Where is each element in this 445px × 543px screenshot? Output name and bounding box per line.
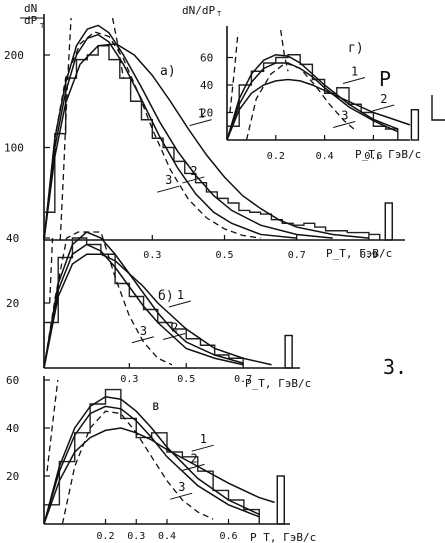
curve-label-leader bbox=[170, 492, 193, 500]
curve-label-leader bbox=[182, 463, 205, 471]
x-tick-label: 0.3 bbox=[143, 250, 161, 261]
curve-3 bbox=[43, 33, 297, 241]
panel-label: г) bbox=[348, 41, 364, 56]
x-tick-label: 0.5 bbox=[177, 374, 195, 385]
x-axis-label: P_T, ГэВ/с bbox=[355, 148, 421, 161]
curve-label: 3 bbox=[341, 109, 348, 123]
curve-1 bbox=[43, 253, 272, 369]
curve-2 bbox=[43, 24, 333, 241]
dashed-curve bbox=[280, 29, 289, 72]
curve-2 bbox=[226, 53, 399, 141]
dashed-curve bbox=[111, 17, 125, 79]
y-axis-label: T bbox=[217, 10, 222, 18]
curve-3 bbox=[226, 62, 399, 141]
y-tick-label: 20 bbox=[6, 297, 19, 310]
x-tick-label: 0.7 bbox=[288, 250, 306, 261]
y-tick-label: 40 bbox=[200, 79, 213, 92]
dashed-curve bbox=[43, 231, 173, 369]
overflow-bar bbox=[276, 475, 285, 525]
panel-label: a) bbox=[160, 64, 176, 79]
y-axis-label: dP bbox=[24, 14, 38, 27]
chart-panel-2: 20 40 60 0.2 0.4 0.6 1 2 3 г) dN/dP T P_T, ГэВ/с bbox=[182, 4, 421, 162]
histogram bbox=[226, 54, 399, 140]
dashed-curve bbox=[229, 32, 239, 113]
y-tick-label: 20 bbox=[6, 470, 19, 483]
y-axis-label: T bbox=[40, 22, 45, 30]
y-tick-label: 200 bbox=[4, 49, 24, 62]
page-mark-p: P bbox=[379, 67, 391, 91]
overflow-bar bbox=[284, 334, 293, 369]
curve-label-leader bbox=[372, 104, 395, 112]
y-tick-label: 60 bbox=[200, 52, 213, 65]
page-mark-3: 3. bbox=[383, 355, 407, 379]
curve-label-leader bbox=[333, 121, 356, 128]
x-tick-label: 0.3 bbox=[127, 531, 145, 542]
x-tick-label: 0.9 bbox=[360, 250, 378, 261]
x-tick-label: 0.4 bbox=[158, 531, 176, 542]
curve-label-leader bbox=[168, 300, 191, 308]
curve-label: 1 bbox=[351, 65, 358, 79]
x-axis-label: P_T, ГэВ/с bbox=[245, 377, 311, 390]
curve-label: 2 bbox=[191, 451, 198, 465]
y-tick-label: 100 bbox=[4, 142, 24, 155]
curve-1 bbox=[226, 78, 411, 141]
curve-label: 1 bbox=[200, 432, 207, 446]
chart-panel-4: 20 40 60 0.2 0.3 0.4 0.6 12 3 в P_T, ГэВ/с bbox=[6, 374, 316, 543]
curve-label: 1 bbox=[198, 107, 205, 121]
y-axis-label: dN/dP bbox=[182, 4, 215, 17]
x-tick-label: 0.6 bbox=[364, 151, 382, 162]
x-tick-label: 0.6 bbox=[220, 531, 238, 542]
curve-label: 3 bbox=[178, 480, 185, 494]
right-edge-mark bbox=[431, 95, 445, 121]
y-tick-label: 20 bbox=[200, 107, 213, 120]
dashed-curve bbox=[46, 379, 59, 472]
curve-label: 2 bbox=[171, 321, 178, 335]
curve-label: 1 bbox=[177, 288, 184, 302]
curve-label: 2 bbox=[190, 164, 197, 178]
curve-2 bbox=[43, 231, 244, 369]
x-axis-label: P_T, ГэВ/с bbox=[326, 247, 392, 260]
y-tick-label: 40 bbox=[6, 232, 19, 245]
dashed-curve bbox=[49, 237, 54, 304]
curve-label: 3 bbox=[140, 324, 147, 338]
y-axis-label: dN bbox=[24, 2, 37, 15]
y-tick-label: 40 bbox=[6, 422, 19, 435]
curve-label-leader bbox=[182, 176, 205, 184]
curve-2 bbox=[43, 396, 260, 525]
x-tick-label: 0.3 bbox=[120, 374, 138, 385]
dashed-curve bbox=[43, 31, 261, 241]
overflow-bar bbox=[410, 109, 420, 141]
histogram bbox=[43, 388, 260, 524]
x-axis-label: P_T, ГэВ/с bbox=[250, 531, 316, 543]
dashed-curve bbox=[61, 410, 214, 525]
x-tick-label: 0.7 bbox=[234, 374, 252, 385]
curve-label: 2 bbox=[380, 92, 387, 106]
curve-label-leader bbox=[131, 336, 154, 344]
dashed-curve bbox=[245, 62, 355, 141]
x-tick-label: 0.2 bbox=[267, 151, 285, 162]
x-tick-label: 0.5 bbox=[216, 250, 234, 261]
panel-label: в bbox=[152, 399, 160, 414]
curve-label: 3 bbox=[165, 173, 172, 187]
dashed-curve bbox=[59, 17, 72, 241]
curve-3 bbox=[43, 243, 244, 369]
overflow-bar bbox=[384, 202, 393, 241]
panel-label: б) bbox=[158, 289, 174, 304]
y-tick-label: 60 bbox=[6, 374, 19, 387]
curve-label-leader bbox=[189, 119, 212, 127]
curve-label-leader bbox=[156, 185, 180, 193]
x-tick-label: 0.2 bbox=[97, 531, 115, 542]
curve-label-leader bbox=[342, 77, 366, 84]
curve-3 bbox=[43, 405, 260, 525]
x-tick-label: 0.4 bbox=[316, 151, 334, 162]
histogram bbox=[43, 237, 244, 368]
curve-label-leader bbox=[191, 444, 214, 452]
curve-1 bbox=[43, 43, 369, 241]
curve-label-leader bbox=[163, 333, 186, 340]
chart-panel-3: 20 40 0.3 0.5 0.7 1 2 3 б) P_T, ГэВ/с bbox=[6, 231, 311, 390]
